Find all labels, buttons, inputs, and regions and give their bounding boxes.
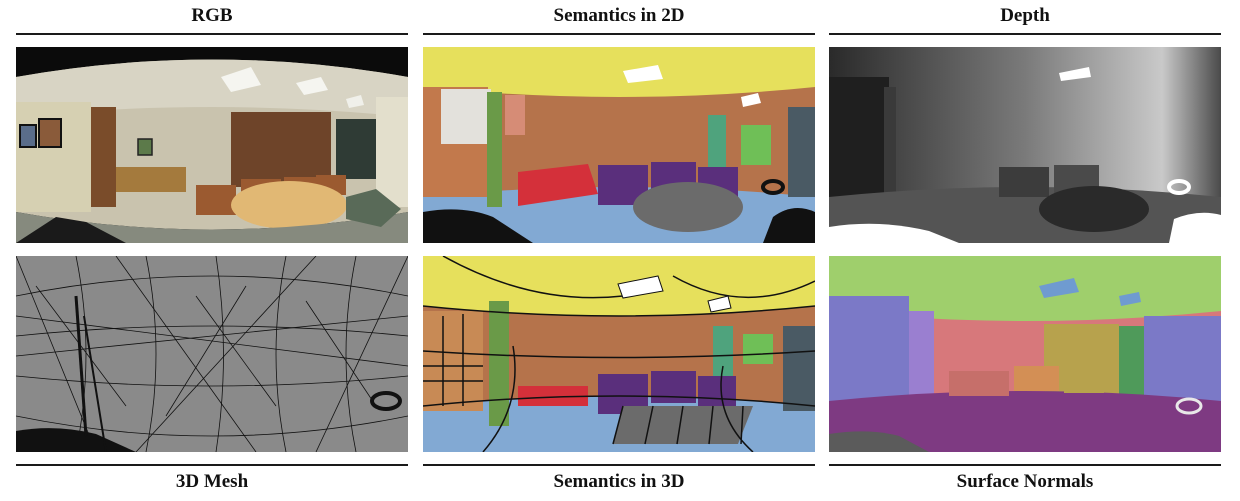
top-divider [829, 33, 1221, 35]
semantics-3d-title: Semantics in 3D [553, 471, 685, 492]
3d-mesh-panorama [16, 256, 408, 452]
column-depth-normals: Depth [829, 0, 1221, 501]
top-divider [16, 33, 408, 35]
rgb-panorama-image [16, 47, 408, 243]
bottom-divider [423, 464, 815, 466]
column-semantics: Semantics in 2D [423, 0, 815, 501]
semantics-2d-title: Semantics in 2D [553, 5, 685, 26]
surface-normals-title: Surface Normals [956, 471, 1094, 492]
3d-mesh-title: 3D Mesh [175, 471, 249, 492]
top-divider [423, 33, 815, 35]
depth-panorama [829, 47, 1221, 243]
semantics-3d-panorama [423, 256, 815, 452]
semantics-2d-panorama [423, 47, 815, 243]
surface-normals-panorama [829, 256, 1221, 452]
depth-title: Depth [1000, 5, 1050, 26]
rgb-title: RGB [191, 5, 233, 26]
column-rgb-mesh: RGB [16, 0, 408, 501]
bottom-divider [829, 464, 1221, 466]
bottom-divider [16, 464, 408, 466]
